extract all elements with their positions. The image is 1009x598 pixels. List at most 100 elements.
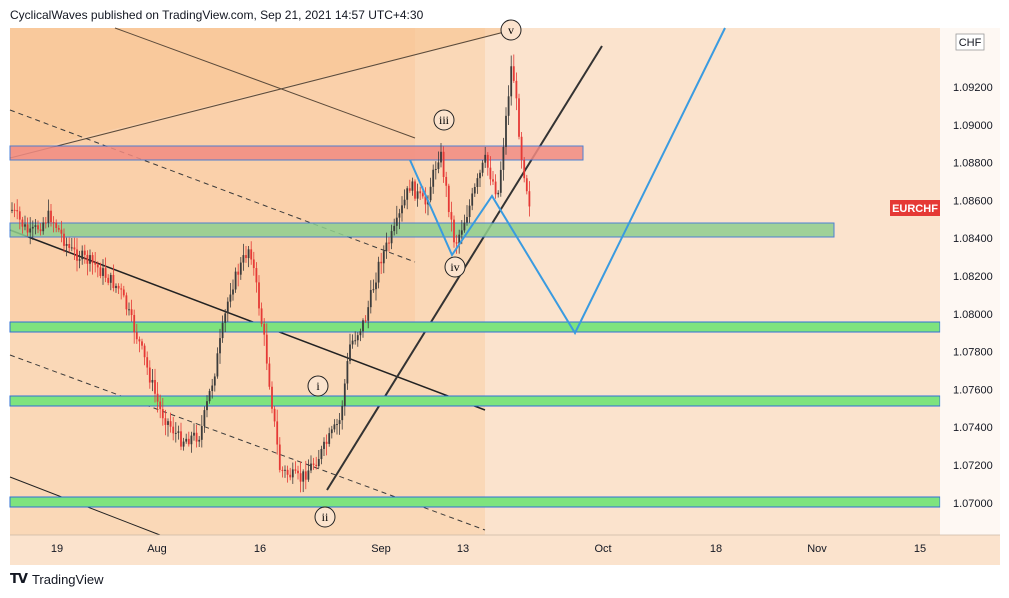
candle-body — [390, 231, 393, 244]
candle-body — [463, 222, 466, 231]
candle-body — [128, 309, 130, 311]
candle-body — [109, 274, 112, 283]
candle-body — [219, 338, 221, 354]
candle-body — [115, 285, 117, 289]
candle-body — [60, 229, 63, 234]
candle-body — [349, 344, 351, 362]
candle-body — [21, 219, 24, 227]
candle-body — [471, 193, 474, 206]
candle-body — [367, 307, 370, 321]
candle-body — [434, 169, 437, 171]
candle-body — [276, 421, 279, 445]
candle-body — [466, 217, 468, 223]
price-axis: 1.09200 1.09000 1.08800 1.08600 1.08400 1.082… — [890, 28, 1000, 535]
time-axis: 19 Aug 16 Sep 13 Oct 18 Nov 15 — [10, 534, 1000, 565]
candle-body — [159, 401, 162, 410]
candle-body — [138, 339, 141, 342]
svg-text:iv: iv — [450, 260, 459, 274]
candle-body — [393, 225, 396, 232]
candle-body — [245, 255, 247, 259]
candle-body — [489, 167, 492, 180]
candle-body — [486, 154, 489, 168]
candle-body — [388, 242, 390, 244]
candle-body — [450, 212, 453, 220]
candle-body — [315, 464, 318, 467]
candle-body — [76, 249, 78, 261]
svg-text:i: i — [316, 379, 320, 393]
projection-path — [409, 27, 726, 336]
candle-body — [343, 383, 346, 406]
candle-body — [148, 367, 151, 383]
candle-body — [476, 178, 479, 187]
candle-body — [135, 332, 138, 340]
candle-body — [317, 459, 320, 467]
candle-body — [247, 249, 250, 259]
candle-body — [447, 185, 450, 213]
candle-body — [260, 308, 263, 324]
candle-body — [164, 418, 167, 425]
candle-body — [122, 289, 125, 296]
candle-body — [52, 222, 55, 224]
candle-body — [55, 222, 58, 228]
candle-body — [117, 285, 120, 289]
shaded-triangle — [10, 28, 520, 155]
candle-body — [458, 234, 461, 244]
footer: TV TradingView — [10, 572, 103, 587]
wave-label-iv: iv — [444, 256, 466, 278]
candle-body — [440, 151, 442, 163]
candle-body — [510, 66, 513, 97]
candle-body — [65, 243, 68, 246]
candle-body — [442, 151, 445, 177]
candle-body — [255, 268, 258, 283]
y-tick-label: 1.07800 — [953, 347, 993, 359]
candle-body — [112, 274, 115, 289]
candle-body — [180, 431, 182, 447]
candle-body — [406, 188, 409, 200]
candle-body — [68, 243, 71, 248]
candle-body — [336, 424, 338, 426]
candle-body — [341, 405, 344, 421]
candle-body — [57, 227, 60, 230]
candle-body — [99, 267, 102, 276]
tradingview-logo-icon: TV — [10, 572, 28, 587]
candle-body — [294, 469, 297, 471]
x-tick-label: 18 — [710, 543, 722, 555]
x-tick-label: 19 — [51, 543, 63, 555]
candle-body — [16, 210, 19, 212]
candle-body — [372, 289, 375, 291]
candle-body — [333, 424, 336, 430]
candle-body — [289, 474, 292, 478]
svg-text:ii: ii — [322, 510, 329, 524]
candle-body — [234, 271, 237, 290]
candle-body — [182, 441, 185, 447]
candle-body — [473, 186, 476, 194]
wave-labels: i ii iii iv v — [307, 19, 522, 528]
candle-body — [523, 160, 526, 179]
candle-body — [320, 448, 323, 460]
candle-body — [492, 179, 494, 182]
candle-body — [94, 262, 97, 265]
candle-body — [185, 438, 188, 442]
candle-body — [73, 247, 76, 250]
x-tick-label: 15 — [914, 543, 926, 555]
candle-body — [24, 224, 26, 227]
x-tick-label: Aug — [147, 543, 167, 555]
x-tick-label: 16 — [254, 543, 266, 555]
candle-body — [237, 271, 240, 275]
candle-body — [37, 225, 39, 230]
candle-body — [421, 193, 424, 197]
candle-body — [268, 363, 271, 387]
candle-body — [211, 385, 214, 392]
price-chart[interactable]: i ii iii iv v 1.09200 1.09000 1.08800 1.086… — [0, 0, 1009, 565]
candle-body — [338, 420, 341, 425]
candle-body — [34, 225, 37, 227]
candle-body — [271, 386, 273, 409]
candle-body — [18, 211, 21, 220]
candle-body — [169, 421, 172, 427]
candle-body — [130, 309, 133, 316]
candle-body — [39, 229, 42, 232]
y-tick-label: 1.08000 — [953, 309, 993, 321]
last-price-label: EURCHF — [892, 203, 938, 215]
candle-body — [226, 301, 229, 314]
candle-body — [494, 181, 497, 195]
